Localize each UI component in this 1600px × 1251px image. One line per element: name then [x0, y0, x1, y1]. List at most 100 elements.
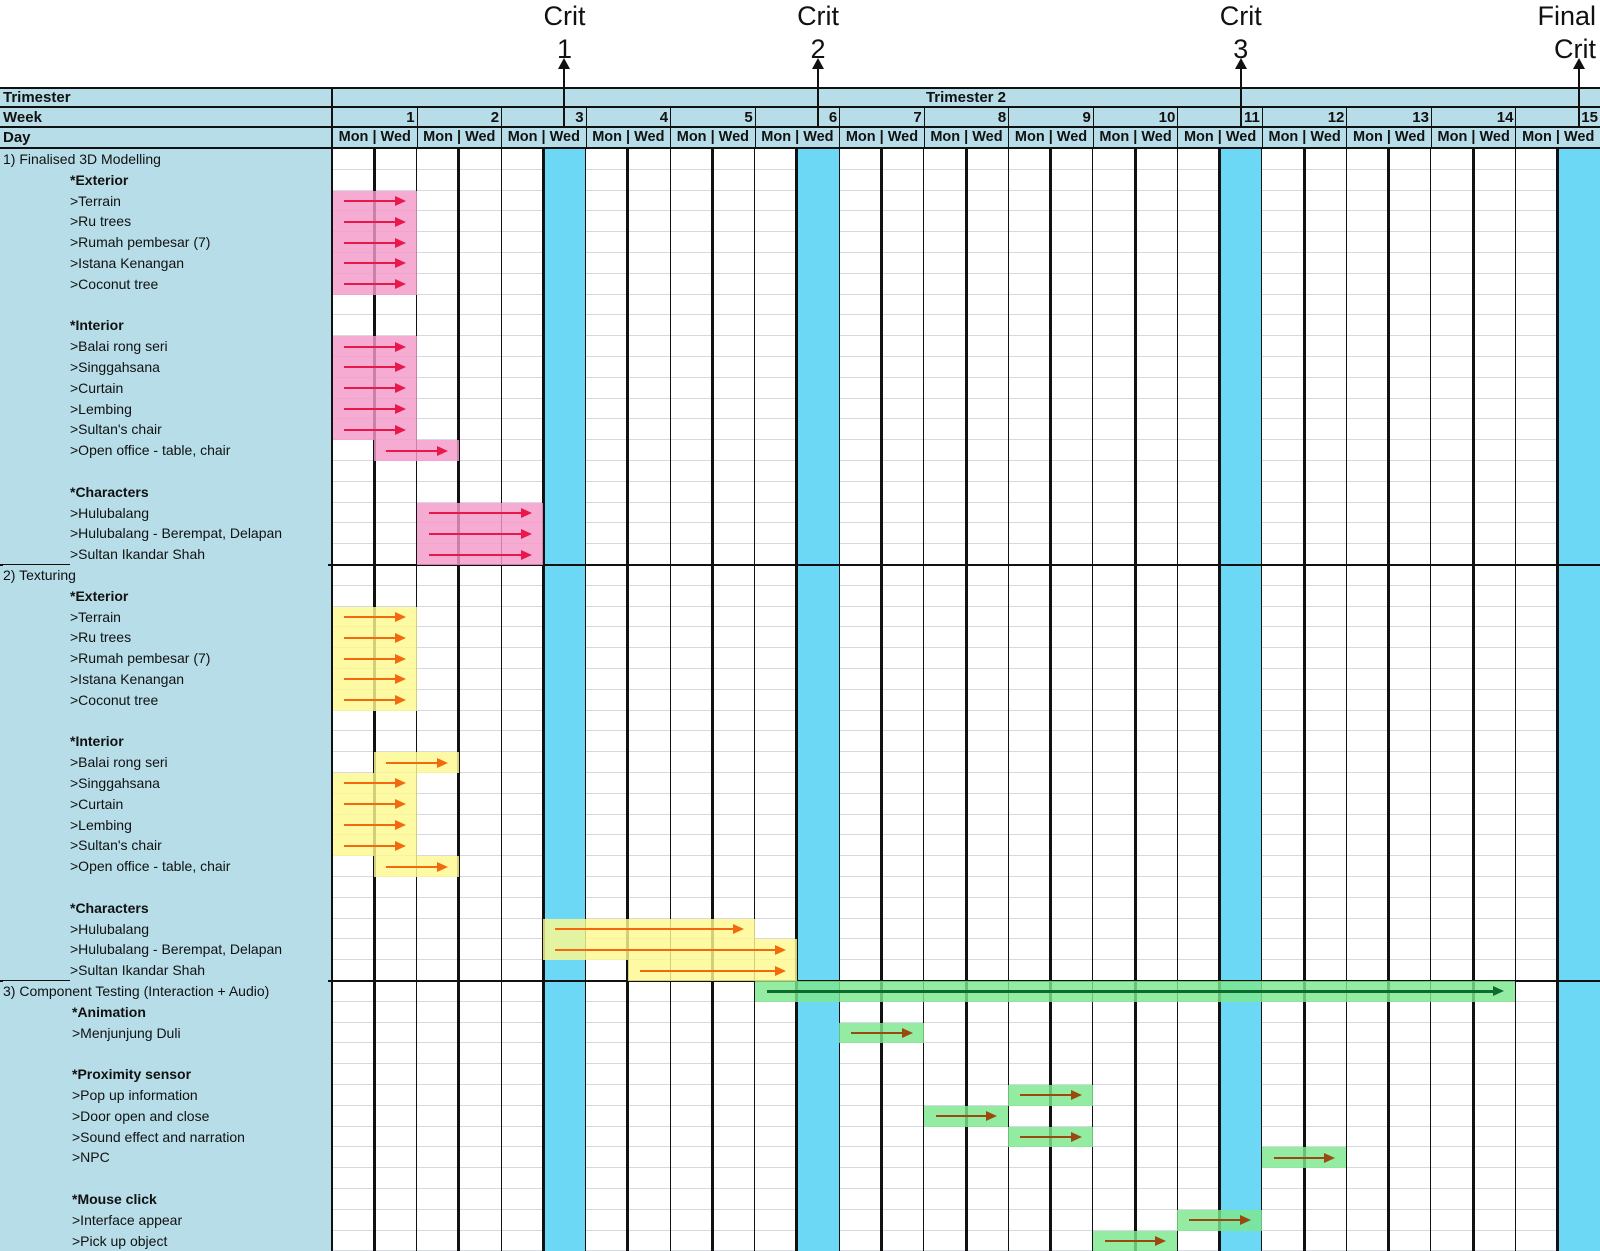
task-label: >Coconut tree [70, 274, 328, 295]
task-label: >Singgahsana [70, 773, 328, 794]
task-arrow-line [851, 1032, 904, 1034]
arrow-head-icon [733, 924, 744, 934]
arrow-head-icon [395, 342, 406, 352]
arrow-head-icon [1155, 1236, 1166, 1246]
task-label: >Ru trees [70, 211, 328, 232]
arrow-head-icon [1071, 1132, 1082, 1142]
task-label: >Sound effect and narration [72, 1127, 328, 1148]
arrow-head-icon [395, 383, 406, 393]
mid-week-divider [1387, 149, 1390, 1251]
day-label: Day [3, 128, 329, 147]
week-divider [839, 149, 840, 1251]
group-label: *Animation [72, 1002, 328, 1023]
week-divider [1177, 149, 1178, 1251]
week-label: Week [3, 108, 329, 126]
week-divider [670, 149, 671, 1251]
arrow-up-icon [812, 58, 824, 69]
arrow-head-icon [395, 279, 406, 289]
task-arrow-line [344, 782, 397, 784]
mid-week-divider [1303, 149, 1306, 1251]
task-label: >Interface appear [72, 1210, 328, 1231]
week-divider [501, 149, 502, 1251]
day-header: Mon | Wed [417, 128, 502, 149]
day-header: Mon | Wed [501, 128, 586, 149]
task-arrow-line [429, 554, 524, 556]
arrow-head-icon [521, 550, 532, 560]
task-label: >Sultan Ikandar Shah [70, 544, 328, 565]
task-label: >Open office - table, chair [70, 856, 328, 877]
task-arrow-line [555, 949, 777, 951]
task-arrow-line [344, 658, 397, 660]
week-number: 7 [839, 108, 924, 128]
arrow-head-icon [395, 820, 406, 830]
task-label: >Pop up information [72, 1085, 328, 1106]
day-header: Mon | Wed [1431, 128, 1516, 149]
task-arrow-line [1105, 1240, 1158, 1242]
week-divider [1346, 149, 1347, 1251]
arrow-up-icon [1573, 58, 1585, 69]
task-arrow-line [640, 970, 777, 972]
group-label: *Interior [70, 731, 328, 752]
arrow-head-icon [395, 633, 406, 643]
task-label: >Hulubalang - Berempat, Delapan [70, 523, 328, 544]
task-arrow-line [344, 346, 397, 348]
task-label: >Hulubalang [70, 503, 328, 524]
week-number: 12 [1262, 108, 1347, 128]
task-arrow-line [1020, 1094, 1073, 1096]
task-label: >Rumah pembesar (7) [70, 232, 328, 253]
day-header: Mon | Wed [839, 128, 924, 149]
milestone-arrow-shaft [817, 64, 819, 128]
arrow-head-icon [521, 508, 532, 518]
task-arrow-line [344, 200, 397, 202]
section-label: 3) Component Testing (Interaction + Audi… [3, 981, 328, 1002]
arrow-head-icon [775, 966, 786, 976]
task-label: >Singgahsana [70, 357, 328, 378]
week-divider [1261, 149, 1262, 1251]
group-label: *Proximity sensor [72, 1064, 328, 1085]
task-label: >Hulubalang [70, 919, 328, 940]
arrow-head-icon [775, 945, 786, 955]
week-number: 3 [501, 108, 586, 128]
task-label: >Curtain [70, 794, 328, 815]
task-label: >Rumah pembesar (7) [70, 648, 328, 669]
milestone-arrow-shaft [1240, 64, 1242, 128]
task-label: >Sultan Ikandar Shah [70, 960, 328, 981]
task-label: >Lembing [70, 815, 328, 836]
milestone-column [1558, 149, 1600, 1251]
arrow-head-icon [986, 1111, 997, 1121]
day-header: Mon | Wed [924, 128, 1009, 149]
arrow-up-icon [1235, 58, 1247, 69]
task-label: >Curtain [70, 378, 328, 399]
arrow-head-icon [437, 862, 448, 872]
week-divider [754, 149, 755, 1251]
group-label: *Characters [70, 482, 328, 503]
mid-week-divider [711, 149, 714, 1251]
task-arrow-line [344, 637, 397, 639]
arrow-head-icon [1324, 1153, 1335, 1163]
week-number: 5 [670, 108, 755, 128]
day-header: Mon | Wed [1177, 128, 1262, 149]
task-arrow-line [344, 262, 397, 264]
trimester-value: Trimester 2 [332, 88, 1600, 106]
week-divider [1430, 149, 1431, 1251]
task-arrow-line [344, 366, 397, 368]
arrow-head-icon [395, 674, 406, 684]
task-arrow-line [344, 616, 397, 618]
week-number: 1 [332, 108, 417, 128]
task-arrow-line [344, 221, 397, 223]
task-arrow-line [344, 387, 397, 389]
day-header: Mon | Wed [670, 128, 755, 149]
day-header: Mon | Wed [1346, 128, 1431, 149]
group-label: *Interior [70, 315, 328, 336]
arrow-up-icon [558, 58, 570, 69]
group-label: *Exterior [70, 586, 328, 607]
arrow-head-icon [395, 238, 406, 248]
arrow-head-icon [1071, 1090, 1082, 1100]
arrow-head-icon [437, 758, 448, 768]
group-label: *Characters [70, 898, 328, 919]
task-label: >Sultan's chair [70, 419, 328, 440]
task-arrow-line [429, 533, 524, 535]
task-label: >Terrain [70, 607, 328, 628]
